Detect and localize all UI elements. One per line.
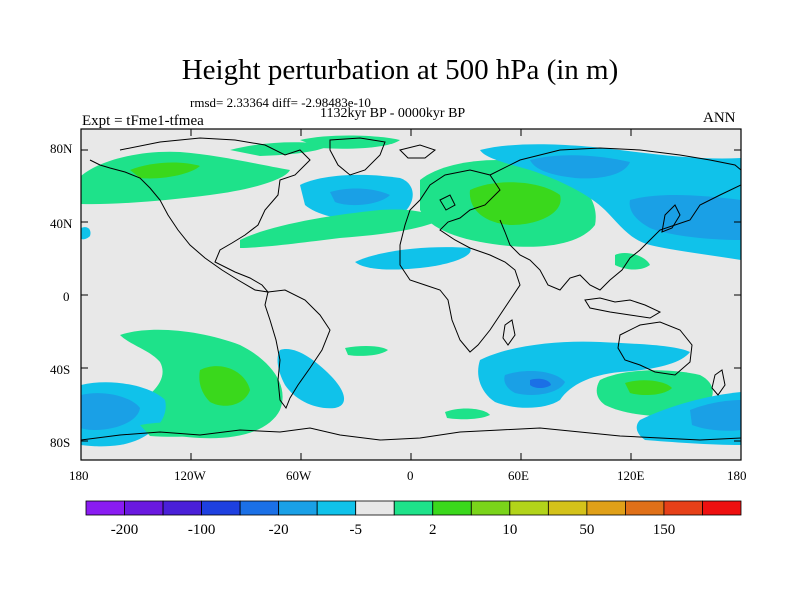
lon-label-180w: 180 [69, 468, 89, 483]
anomaly-dgreen-south-pacific [199, 366, 250, 406]
period-subtitle: 1132kyr BP - 0000kyr BP [320, 106, 466, 121]
anomaly-blue-east-pacific [81, 227, 91, 240]
lon-label-0: 0 [407, 468, 414, 483]
anomaly-green-atlantic-south [445, 408, 490, 420]
colorbar-swatch-0 [85, 500, 125, 516]
lat-label-40s: 40S [50, 362, 71, 377]
colorbar-swatch-2 [162, 500, 202, 516]
colorbar-swatch-10 [470, 500, 511, 516]
colorbar-swatch-12 [547, 500, 588, 516]
colorbar-label-1: -100 [188, 522, 216, 538]
lat-label-0: 0 [63, 289, 70, 304]
tick-marks [81, 129, 741, 460]
anomaly-green-south-america [300, 135, 400, 149]
anomaly-dgreen-australia-south [625, 380, 672, 396]
lon-label-120w: 120W [174, 468, 206, 483]
colorbar-swatch-5 [278, 500, 318, 516]
anomaly-mblue-sw-pacific [81, 393, 140, 430]
map-title: Height perturbation at 500 hPa (in m) [181, 54, 619, 86]
colorbar-swatch-13 [586, 500, 626, 516]
anomaly-green-atlantic-tongue [240, 209, 440, 248]
colorbar-swatch-15 [663, 500, 703, 516]
colorbar-swatch-14 [625, 500, 665, 516]
colorbar-label-3: -5 [349, 522, 362, 538]
anomaly-dblue-indian-ocean [530, 378, 551, 388]
anomaly-green-antarctic-edge [140, 422, 230, 437]
anomaly-green-nw-pacific [81, 151, 290, 205]
colorbar-swatch-7 [355, 500, 395, 516]
anomaly-green-north-america [130, 162, 200, 179]
anomaly-mblue-north-atlantic [330, 188, 390, 206]
anomaly-dgreen-eurasia [469, 182, 561, 225]
anomaly-mblue-siberia [530, 155, 630, 179]
colorbar-swatch-11 [509, 500, 549, 516]
colorbar-label-4: 2 [429, 522, 437, 538]
anomaly-mblue-nw-pacific [629, 195, 741, 240]
colorbar-label-2: -20 [269, 522, 289, 538]
anomaly-green-south-atlantic [345, 345, 388, 356]
lon-label-60w: 60W [286, 468, 312, 483]
lat-label-40n: 40N [50, 216, 73, 231]
stats-line: rmsd= 2.33364 diff= -2.98483e-10 [190, 95, 371, 110]
lon-label-60e: 60E [508, 468, 529, 483]
colorbar-swatch-8 [393, 500, 434, 516]
lat-label-80s: 80S [50, 435, 71, 450]
anomaly-blue-sub-atlantic [355, 247, 471, 270]
colorbar-label-5: 10 [502, 522, 517, 538]
coastlines [81, 137, 741, 441]
colorbar-swatch-6 [316, 500, 357, 516]
colorbar-swatch-1 [124, 500, 164, 516]
colorbar-label-0: -200 [111, 522, 139, 538]
lon-label-120e: 120E [617, 468, 645, 483]
colorbar-swatch-3 [201, 500, 241, 516]
colorbar-swatch-16 [702, 500, 742, 516]
colorbar-label-7: 150 [653, 522, 676, 538]
anomaly-green-east-asia [615, 253, 650, 270]
anomaly-green-north-pole [230, 142, 330, 156]
anomaly-mblue-southern-ocean [690, 400, 741, 431]
lat-label-80n: 80N [50, 141, 73, 156]
colorbar-swatch-9 [432, 500, 472, 516]
lon-label-180e: 180 [727, 468, 747, 483]
colorbar-label-6: 50 [579, 522, 594, 538]
colorbar-swatch-4 [239, 500, 280, 516]
season-label: ANN [703, 110, 736, 126]
anomaly-blue-south-america [277, 349, 345, 409]
experiment-label: Expt = tFme1-tfmea [82, 113, 204, 129]
